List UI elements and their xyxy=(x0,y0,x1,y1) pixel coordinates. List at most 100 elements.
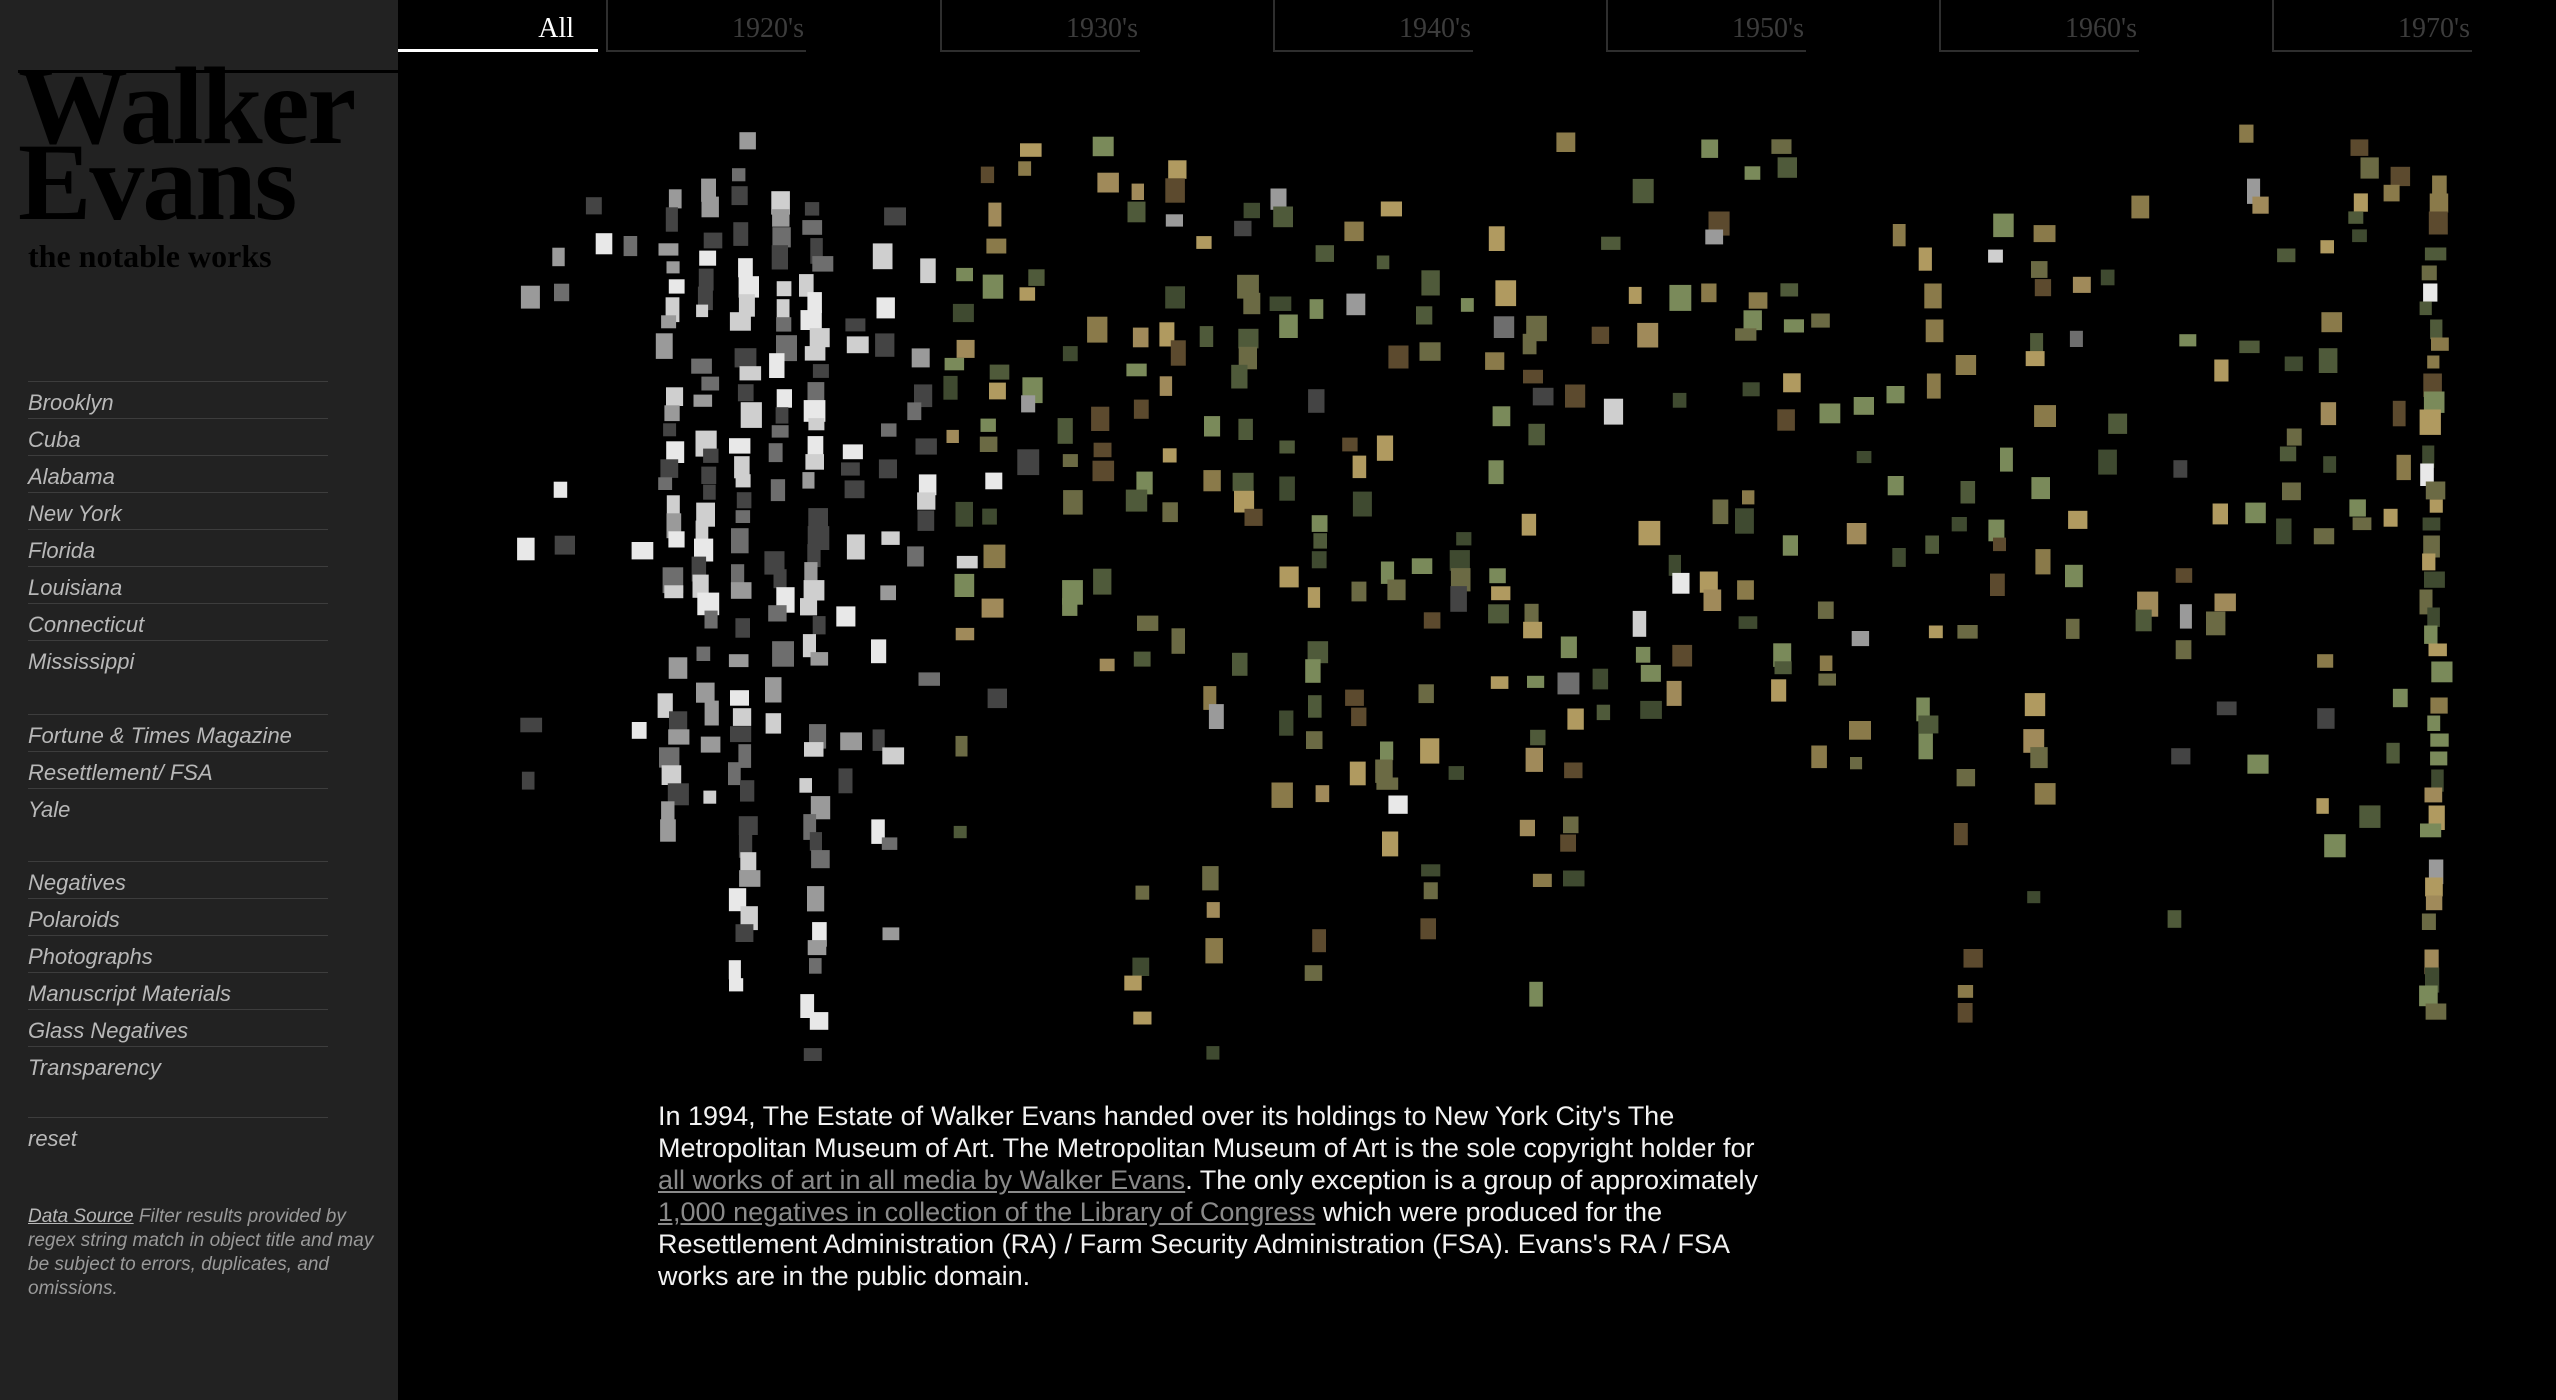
artwork-thumbnail[interactable] xyxy=(1315,785,1330,803)
artwork-thumbnail[interactable] xyxy=(944,357,965,371)
artwork-thumbnail[interactable] xyxy=(1421,864,1441,877)
artwork-thumbnail[interactable] xyxy=(2286,428,2302,446)
artwork-thumbnail[interactable] xyxy=(2352,229,2367,243)
artwork-thumbnail[interactable] xyxy=(802,472,815,489)
artwork-thumbnail[interactable] xyxy=(666,441,685,463)
artwork-thumbnail[interactable] xyxy=(2317,654,2334,668)
artwork-thumbnail[interactable] xyxy=(1963,949,1983,968)
artwork-thumbnail[interactable] xyxy=(1308,695,1322,718)
artwork-thumbnail[interactable] xyxy=(2425,877,2443,897)
artwork-thumbnail[interactable] xyxy=(2214,359,2229,382)
artwork-thumbnail[interactable] xyxy=(2068,510,2088,529)
artwork-thumbnail[interactable] xyxy=(871,639,887,664)
filter-alabama[interactable]: Alabama xyxy=(28,455,328,492)
artwork-thumbnail[interactable] xyxy=(737,384,754,402)
artwork-thumbnail[interactable] xyxy=(1846,523,1867,545)
artwork-thumbnail[interactable] xyxy=(799,778,812,793)
artwork-thumbnail[interactable] xyxy=(1485,352,1505,370)
artwork-thumbnail[interactable] xyxy=(1699,571,1718,593)
artwork-thumbnail[interactable] xyxy=(1748,292,1768,309)
artwork-thumbnail[interactable] xyxy=(1376,435,1394,461)
artwork-thumbnail[interactable] xyxy=(1206,902,1220,918)
artwork-thumbnail[interactable] xyxy=(1628,286,1642,304)
artwork-thumbnail[interactable] xyxy=(1352,455,1367,479)
artwork-thumbnail[interactable] xyxy=(2424,247,2447,261)
artwork-thumbnail[interactable] xyxy=(1273,206,1293,228)
artwork-thumbnail[interactable] xyxy=(1270,188,1287,210)
artwork-thumbnail[interactable] xyxy=(1345,689,1364,706)
artwork-thumbnail[interactable] xyxy=(982,508,997,525)
filter-negatives[interactable]: Negatives xyxy=(28,861,328,898)
artwork-thumbnail[interactable] xyxy=(1819,403,1841,424)
artwork-thumbnail[interactable] xyxy=(1777,157,1797,178)
artwork-thumbnail[interactable] xyxy=(2422,517,2441,531)
artwork-thumbnail[interactable] xyxy=(1279,440,1295,454)
artwork-thumbnail[interactable] xyxy=(703,448,719,463)
artwork-thumbnail[interactable] xyxy=(1527,675,1545,688)
tab-1940s[interactable]: 1940's xyxy=(1273,0,1473,52)
artwork-thumbnail[interactable] xyxy=(1773,643,1792,667)
artwork-thumbnail[interactable] xyxy=(1351,707,1367,727)
artwork-thumbnail[interactable] xyxy=(661,765,682,785)
artwork-thumbnail[interactable] xyxy=(664,405,680,422)
artwork-thumbnail[interactable] xyxy=(2317,708,2335,729)
artwork-thumbnail[interactable] xyxy=(1380,201,1402,217)
artwork-thumbnail[interactable] xyxy=(915,438,937,455)
artwork-thumbnail[interactable] xyxy=(1783,319,1804,333)
artwork-thumbnail[interactable] xyxy=(2419,301,2432,316)
artwork-thumbnail[interactable] xyxy=(1063,490,1083,515)
artwork-thumbnail[interactable] xyxy=(1705,229,1724,245)
artwork-thumbnail[interactable] xyxy=(666,387,684,406)
artwork-thumbnail[interactable] xyxy=(1886,386,1905,404)
artwork-thumbnail[interactable] xyxy=(1126,363,1147,377)
artwork-thumbnail[interactable] xyxy=(1556,132,1576,153)
artwork-thumbnail[interactable] xyxy=(2392,400,2406,427)
artwork-thumbnail[interactable] xyxy=(2431,769,2444,792)
artwork-thumbnail[interactable] xyxy=(812,256,834,272)
artwork-thumbnail[interactable] xyxy=(2171,748,2191,765)
artwork-thumbnail[interactable] xyxy=(805,454,824,470)
artwork-thumbnail[interactable] xyxy=(734,456,750,479)
artwork-thumbnail[interactable] xyxy=(735,510,751,523)
artwork-thumbnail[interactable] xyxy=(1856,451,1872,464)
artwork-thumbnail[interactable] xyxy=(979,436,998,452)
artwork-thumbnail[interactable] xyxy=(2323,456,2337,473)
artwork-thumbnail[interactable] xyxy=(700,736,721,753)
artwork-thumbnail[interactable] xyxy=(1135,885,1150,900)
artwork-thumbnail[interactable] xyxy=(2034,279,2052,297)
artwork-thumbnail[interactable] xyxy=(1132,327,1149,348)
filter-resettlement-fsa[interactable]: Resettlement/ FSA xyxy=(28,751,328,788)
artwork-thumbnail[interactable] xyxy=(2000,447,2013,472)
artwork-thumbnail[interactable] xyxy=(772,641,794,667)
artwork-thumbnail[interactable] xyxy=(771,245,788,270)
artwork-thumbnail[interactable] xyxy=(623,236,638,257)
artwork-thumbnail[interactable] xyxy=(698,268,714,291)
artwork-thumbnail[interactable] xyxy=(740,852,757,871)
artwork-thumbnail[interactable] xyxy=(595,233,613,255)
artwork-thumbnail[interactable] xyxy=(1137,615,1159,631)
artwork-thumbnail[interactable] xyxy=(2423,283,2438,302)
artwork-thumbnail[interactable] xyxy=(804,562,818,581)
artwork-thumbnail[interactable] xyxy=(2423,391,2445,413)
artwork-thumbnail[interactable] xyxy=(956,555,978,569)
artwork-thumbnail[interactable] xyxy=(2247,754,2269,774)
artwork-thumbnail[interactable] xyxy=(2428,643,2447,657)
filter-photographs[interactable]: Photographs xyxy=(28,935,328,972)
artwork-thumbnail[interactable] xyxy=(668,531,685,548)
artwork-thumbnail[interactable] xyxy=(660,819,676,842)
artwork-thumbnail[interactable] xyxy=(1460,298,1474,312)
artwork-thumbnail[interactable] xyxy=(1563,870,1585,887)
artwork-thumbnail[interactable] xyxy=(1490,676,1509,689)
artwork-thumbnail[interactable] xyxy=(2245,502,2266,524)
artwork-thumbnail[interactable] xyxy=(1279,476,1295,501)
artwork-thumbnail[interactable] xyxy=(1782,535,1798,556)
artwork-thumbnail[interactable] xyxy=(807,292,822,313)
artwork-thumbnail[interactable] xyxy=(1238,346,1257,370)
artwork-thumbnail[interactable] xyxy=(2423,535,2440,558)
artwork-thumbnail[interactable] xyxy=(729,312,751,331)
artwork-thumbnail[interactable] xyxy=(2390,166,2411,187)
artwork-thumbnail[interactable] xyxy=(771,191,790,215)
artwork-thumbnail[interactable] xyxy=(730,690,749,706)
artwork-thumbnail[interactable] xyxy=(733,222,749,246)
artwork-thumbnail[interactable] xyxy=(1532,873,1552,887)
